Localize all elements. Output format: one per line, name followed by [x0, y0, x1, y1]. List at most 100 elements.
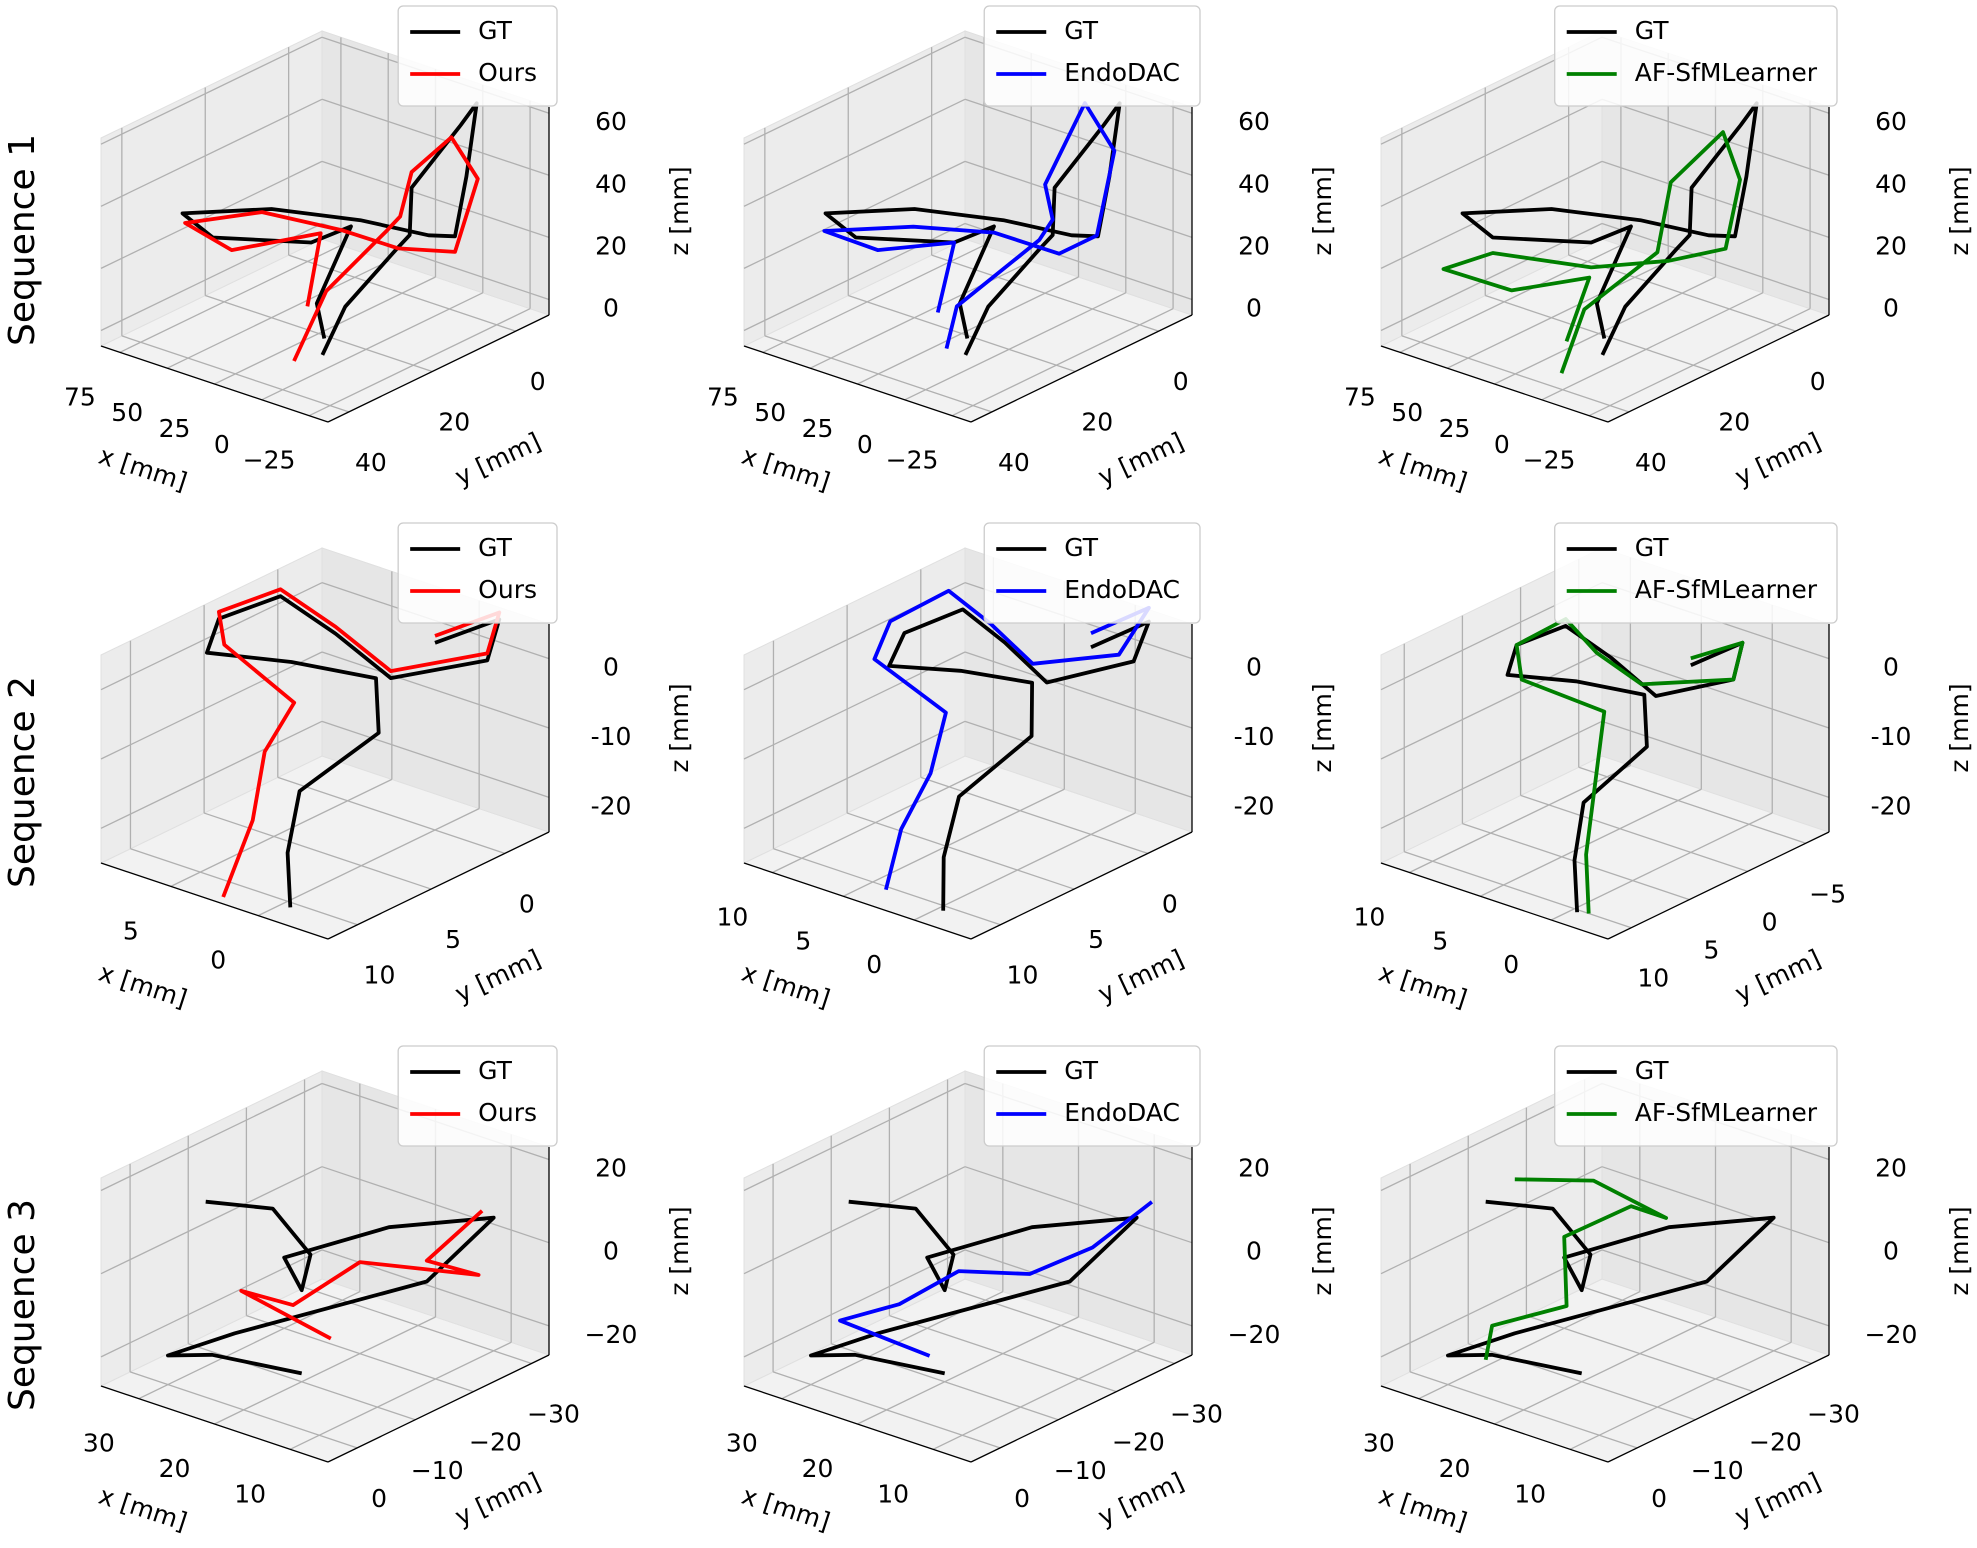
y-tick-label: 0 — [1173, 367, 1189, 396]
x-tick-label: 50 — [1391, 398, 1423, 427]
y-tick-label: 5 — [445, 925, 461, 954]
grid-line — [121, 335, 350, 413]
grid-line — [857, 1316, 1079, 1425]
grid-line — [1380, 651, 1603, 760]
y-tick-label: 40 — [998, 448, 1030, 477]
grid-line — [743, 1166, 966, 1275]
axis-line — [1607, 831, 1830, 940]
grid-line — [947, 1286, 1175, 1365]
y-tick-label: −20 — [1112, 1428, 1165, 1457]
legend-label: AF-SfMLearner — [1635, 1098, 1818, 1127]
grid-line — [1494, 276, 1716, 385]
axis-line — [100, 862, 329, 940]
grid-line — [1409, 1371, 1638, 1449]
grid-line — [1380, 720, 1603, 829]
x-tick-label: 0 — [866, 950, 882, 979]
x-tick-label: 50 — [754, 398, 786, 427]
grid-line — [1485, 294, 1713, 373]
axis-line — [1607, 314, 1830, 423]
y-tick-label: 20 — [1718, 408, 1750, 437]
axis-line — [1380, 345, 1609, 423]
z-tick-label: -20 — [591, 791, 632, 820]
z-tick-label: 0 — [1246, 653, 1262, 682]
y-tick-label: 0 — [519, 889, 535, 918]
trajectory — [1460, 101, 1759, 356]
grid-line — [100, 720, 323, 829]
z-tick-label: 40 — [1875, 169, 1907, 198]
axis-line — [327, 831, 550, 940]
grid-line — [743, 98, 966, 207]
grid-line — [1601, 720, 1830, 798]
x-tick-label: 10 — [1353, 903, 1385, 932]
legend-label: GT — [1064, 16, 1098, 45]
grid-line — [321, 720, 550, 798]
grid-line — [1601, 651, 1830, 729]
trajectory — [822, 101, 1117, 350]
y-tick-label: 40 — [355, 448, 387, 477]
x-tick-label: 10 — [1514, 1479, 1546, 1508]
y-tick-label: 0 — [530, 367, 546, 396]
x-tick-label: 20 — [1439, 1454, 1471, 1483]
grid-line — [743, 1249, 966, 1358]
grid-line — [964, 1166, 1193, 1244]
x-tick-label: 30 — [1363, 1429, 1395, 1458]
grid-line — [964, 160, 1193, 239]
x-tick-label: 10 — [234, 1479, 266, 1508]
grid-line — [964, 720, 1193, 798]
y-tick-label: 20 — [438, 408, 470, 437]
plot-3d: 5 0 10 5 0 0 -10 -20 x [mm] y [mm] z [mm] GT Ours — [95, 522, 694, 1014]
z-tick-label: 60 — [595, 107, 627, 136]
legend-label: GT — [478, 16, 512, 45]
z-tick-label: 0 — [603, 293, 619, 322]
z-tick-label: 40 — [1238, 169, 1270, 198]
grid-line — [1601, 1249, 1830, 1327]
grid-line — [129, 1371, 358, 1449]
grid-line — [1601, 222, 1830, 301]
grid-line — [809, 260, 1032, 369]
trajectory — [217, 587, 502, 898]
x-axis-label: x [mm] — [95, 958, 190, 1014]
grid-line — [931, 254, 1159, 332]
x-axis-label: x [mm] — [738, 1481, 833, 1537]
x-tick-label: 75 — [707, 382, 739, 411]
y-tick-label: −30 — [1170, 1399, 1223, 1428]
legend-label: GT — [1064, 1056, 1098, 1085]
y-tick-label: −30 — [527, 1399, 580, 1428]
grid-line — [257, 808, 480, 917]
grid-line — [321, 1166, 550, 1244]
x-axis-label: x [mm] — [1375, 441, 1470, 497]
grid-line — [130, 848, 358, 926]
grid-line — [951, 308, 1174, 417]
legend: GT AF-SfMLearner — [1554, 5, 1838, 107]
grid-line — [1588, 308, 1811, 417]
axis-line — [1380, 1385, 1609, 1463]
y-tick-label: −10 — [1691, 1456, 1744, 1485]
x-tick-label: 10 — [716, 903, 748, 932]
y-axis-label: y [mm] — [1731, 944, 1826, 1009]
z-tick-label: 0 — [1883, 653, 1899, 682]
y-tick-label: 10 — [1007, 961, 1039, 990]
grid-line — [261, 292, 484, 401]
trajectory — [1446, 1199, 1776, 1376]
grid-line — [772, 1371, 1001, 1449]
z-tick-label: 20 — [595, 231, 627, 260]
grid-line — [762, 244, 985, 353]
x-axis-label: x [mm] — [1375, 958, 1470, 1014]
x-tick-label: 5 — [795, 926, 811, 955]
z-tick-label: 20 — [1238, 231, 1270, 260]
trajectory — [809, 1199, 1139, 1376]
z-axis-label: z [mm] — [665, 1206, 694, 1295]
trajectory — [239, 1209, 484, 1341]
z-tick-label: 0 — [1246, 1237, 1262, 1266]
grid-line — [920, 776, 1149, 855]
row-label: Sequence 2 — [2, 676, 43, 888]
grid-line — [846, 812, 1075, 890]
z-tick-label: -10 — [1234, 722, 1275, 751]
y-axis-label: y [mm] — [451, 944, 546, 1009]
z-tick-label: 20 — [1238, 1153, 1270, 1182]
x-tick-label: 75 — [1344, 382, 1376, 411]
grid-line — [1480, 788, 1702, 897]
